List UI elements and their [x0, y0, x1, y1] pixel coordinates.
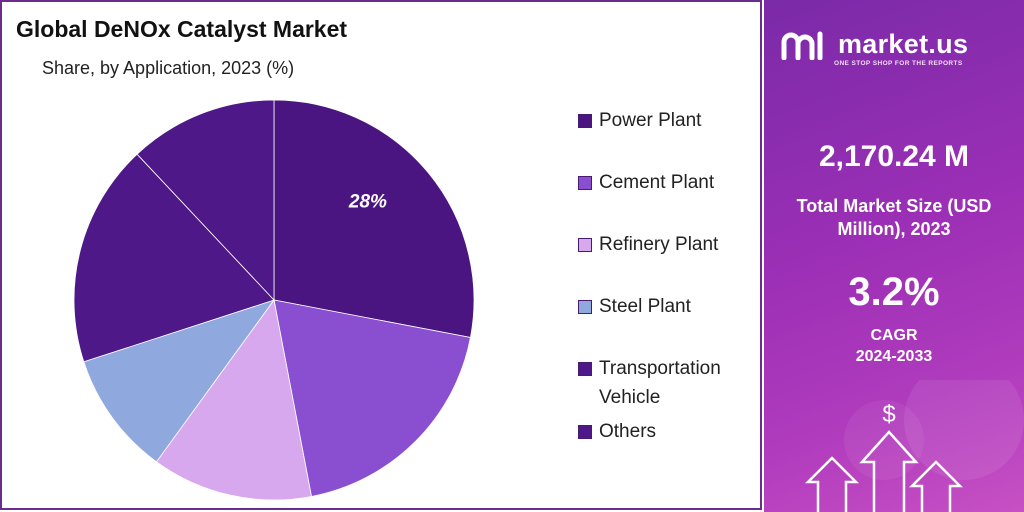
legend-swatch [578, 176, 592, 190]
cagr-label: CAGR [870, 327, 918, 344]
pie-slice-power-plant [273, 99, 475, 338]
legend-item: Transportation Vehicle [578, 354, 758, 412]
legend-item: Others [578, 417, 758, 446]
legend-label: Cement Plant [599, 172, 715, 193]
brand-name: market.us [838, 28, 969, 59]
market-us-logo-icon [781, 31, 823, 60]
legend-label: Transportation Vehicle [599, 358, 721, 408]
pie-slice-others [136, 99, 275, 302]
cagr-period: 2024-2033 [855, 348, 933, 365]
arrow-up-icon [908, 460, 964, 512]
market-size-value: 2,170.24 M [818, 140, 970, 173]
dollar-icon: $ [882, 401, 895, 428]
legend-label: Steel Plant [599, 296, 691, 317]
pie-slice-steel-plant [83, 299, 276, 463]
legend-item: Power Plant [578, 106, 758, 135]
chart-title: Global DeNOx Catalyst Market [16, 16, 348, 42]
pie-slice-refinery-plant [155, 299, 312, 501]
cagr-label-block: CAGR 2024-2033 [764, 325, 1024, 367]
legend-swatch [578, 300, 592, 314]
arrow-up-icon [859, 430, 919, 512]
growth-arrows-illustration: $ [804, 380, 1024, 512]
pie-slice-transportation-vehicle [73, 153, 275, 363]
legend-swatch [578, 238, 592, 252]
legend-item: Refinery Plant [578, 230, 758, 259]
brand-tagline: ONE STOP SHOP FOR THE REPORTS [834, 60, 963, 67]
pie-data-label: 28% [348, 191, 387, 212]
pie-slice-cement-plant [273, 299, 471, 497]
legend-swatch [578, 114, 592, 128]
legend-item: Steel Plant [578, 292, 758, 321]
legend-swatch [578, 425, 592, 439]
market-size-label: Total Market Size (USD Million), 2023 [796, 196, 992, 239]
brand-logo: market.us [780, 28, 968, 60]
legend-label: Power Plant [599, 110, 702, 131]
summary-panel: market.us ONE STOP SHOP FOR THE REPORTS … [764, 0, 1024, 512]
chart-subtitle: Share, by Application, 2023 (%) [42, 58, 295, 78]
cagr-value: 3.2% [848, 270, 940, 314]
pie-chart: 28% [73, 99, 475, 501]
arrow-up-icon [804, 456, 860, 512]
legend-label: Others [599, 421, 657, 442]
legend-swatch [578, 362, 592, 376]
legend-label: Refinery Plant [599, 234, 719, 255]
legend-item: Cement Plant [578, 168, 758, 197]
chart-panel: Global DeNOx Catalyst Market Share, by A… [0, 0, 762, 510]
